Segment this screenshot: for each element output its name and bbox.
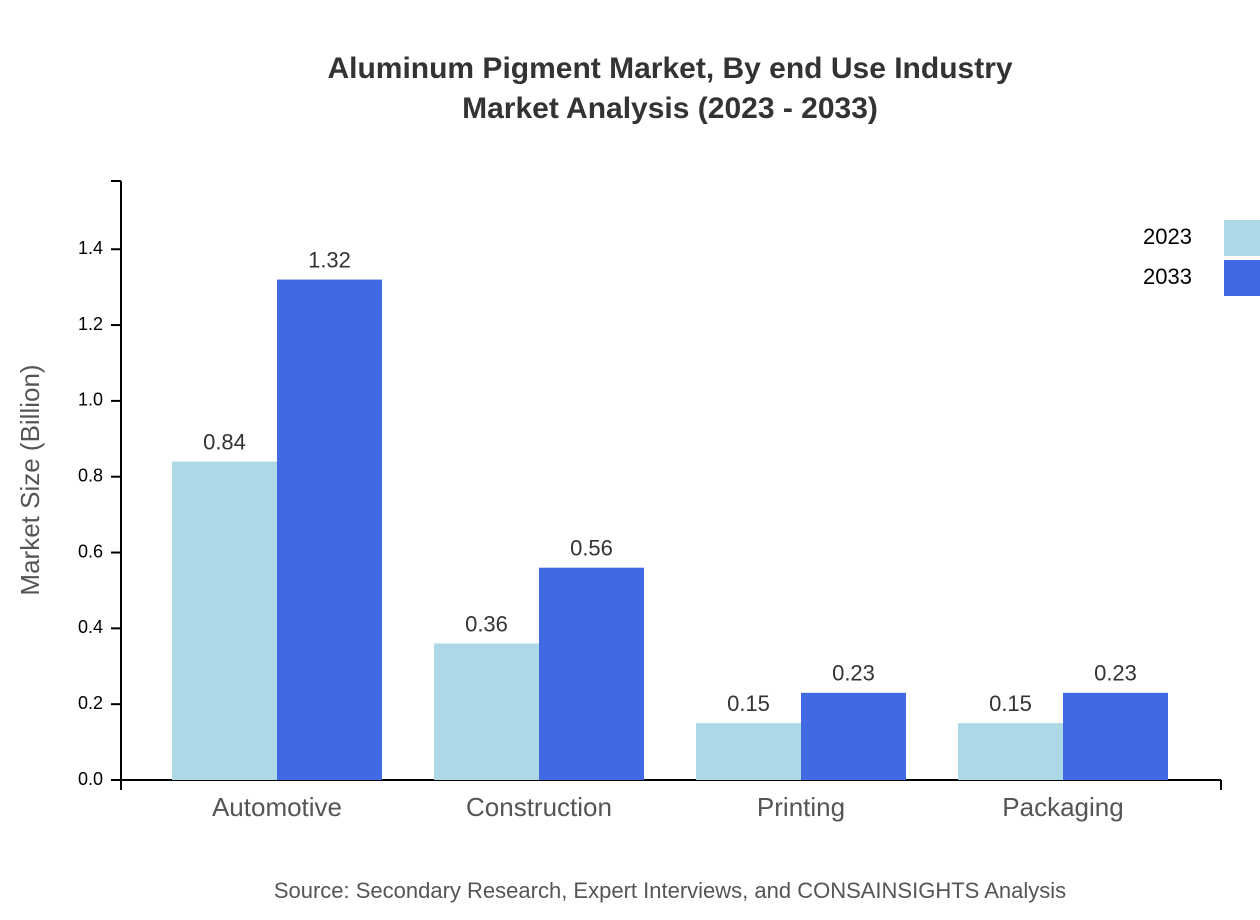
- y-tick-label: 1.4: [78, 238, 103, 258]
- y-tick-label: 1.0: [78, 390, 103, 410]
- value-label: 0.23: [1094, 661, 1137, 686]
- y-tick-label: 0.6: [78, 541, 103, 561]
- bar: [958, 723, 1063, 780]
- bar: [434, 643, 539, 780]
- x-tick-label: Automotive: [212, 792, 342, 822]
- bar: [696, 723, 801, 780]
- bar: [1063, 692, 1168, 780]
- value-label: 1.32: [308, 247, 351, 272]
- legend-label: 2023: [1143, 224, 1192, 249]
- value-label: 0.23: [832, 661, 875, 686]
- y-tick-label: 0.0: [78, 769, 103, 789]
- bar: [277, 279, 382, 780]
- y-tick-label: 1.2: [78, 314, 103, 334]
- value-label: 0.84: [203, 429, 246, 454]
- x-tick-label: Construction: [466, 792, 612, 822]
- x-tick-label: Packaging: [1002, 792, 1123, 822]
- bar: [539, 567, 644, 780]
- y-tick-label: 0.2: [78, 693, 103, 713]
- legend-swatch: [1224, 220, 1260, 256]
- value-label: 0.15: [727, 691, 770, 716]
- y-tick-label: 0.8: [78, 465, 103, 485]
- x-tick-label: Printing: [757, 792, 845, 822]
- bar: [172, 461, 277, 780]
- bar: [801, 692, 906, 780]
- legend-label: 2033: [1143, 264, 1192, 289]
- value-label: 0.56: [570, 536, 613, 561]
- chart-title: Aluminum Pigment Market, By end Use Indu…: [327, 52, 1012, 85]
- legend-swatch: [1224, 260, 1260, 296]
- value-label: 0.15: [989, 691, 1032, 716]
- y-axis-label: Market Size (Billion): [15, 364, 45, 595]
- chart-subtitle: Market Analysis (2023 - 2033): [462, 92, 878, 125]
- y-tick-label: 0.4: [78, 617, 103, 637]
- value-label: 0.36: [465, 611, 508, 636]
- source-note: Source: Secondary Research, Expert Inter…: [274, 878, 1066, 903]
